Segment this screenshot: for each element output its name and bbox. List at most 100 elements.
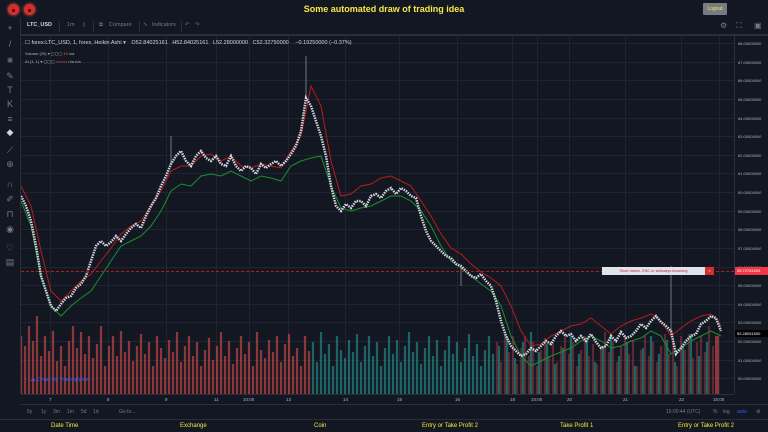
- range-5y[interactable]: 5y: [27, 409, 33, 415]
- favorite-icon[interactable]: ♡: [5, 243, 15, 253]
- pen-lock-icon[interactable]: ✐: [6, 194, 14, 204]
- time-tick: 7: [49, 397, 52, 402]
- watermark-text: Chart by TradingView: [37, 377, 90, 383]
- price-tick: 62.00000000: [738, 153, 762, 158]
- price-tick: 54.00000000: [738, 302, 762, 307]
- price-tick: 55.00000000: [738, 283, 762, 288]
- prediction-icon[interactable]: ≡: [7, 114, 13, 124]
- divider: [59, 21, 60, 32]
- range-3m[interactable]: 3m: [53, 409, 60, 415]
- chart-pane[interactable]: [21, 36, 734, 394]
- magnet-icon[interactable]: ∩: [6, 179, 14, 189]
- window-title-bar: Some automated draw of trading idea Logo…: [0, 0, 768, 18]
- percent-toggle[interactable]: %: [713, 409, 718, 415]
- brush-icon[interactable]: ✎: [6, 71, 14, 81]
- symbol-search[interactable]: LTC_USD: [27, 22, 52, 28]
- volume-legend: Volume (20) ▾ ▢▢▢ 49 n/a: [25, 51, 75, 56]
- time-tick: 10:00: [531, 397, 543, 402]
- signal-close-icon[interactable]: ×: [705, 267, 714, 275]
- back-arrow-icon[interactable]: ◆: [6, 127, 14, 137]
- price-tick: 63.00000000: [738, 134, 762, 139]
- range-1m[interactable]: 1m: [67, 409, 74, 415]
- price-tick: 51.00000000: [738, 358, 762, 363]
- ruler-icon[interactable]: ⟋: [6, 145, 14, 155]
- price-tick: 67.00000000: [738, 60, 762, 65]
- series-legend: ☐ forex:LTC_USD, 1, forex, Heikin Ashi ▾…: [25, 40, 352, 46]
- eye-icon[interactable]: ◉: [6, 224, 14, 234]
- legend-checkbox-icon[interactable]: ☐: [25, 40, 30, 46]
- price-tick: 65.00000000: [738, 97, 762, 102]
- ai-label[interactable]: AI (1, 1): [25, 59, 40, 64]
- time-tick: 14: [343, 397, 349, 402]
- footer-coin: Coin: [314, 423, 327, 429]
- time-tick: 11: [214, 397, 219, 402]
- price-tick: 58.00000000: [738, 227, 762, 232]
- time-tick: 9: [165, 397, 168, 402]
- range-1y[interactable]: 1y: [41, 409, 47, 415]
- zoom-icon[interactable]: ⊕: [6, 159, 14, 169]
- time-tick: 20: [567, 397, 573, 402]
- chart-type-icon[interactable]: ⫾: [83, 22, 85, 28]
- signal-label[interactable]: Short drawn, ENC or sideways incoming: [602, 267, 705, 275]
- volume-value: n/a: [68, 51, 75, 56]
- legend-open: O52.84025161: [131, 40, 168, 46]
- price-tick: 60.00000000: [738, 190, 762, 195]
- close-window-icon[interactable]: [8, 4, 19, 15]
- divider: [181, 21, 182, 32]
- pattern-icon[interactable]: K: [6, 99, 13, 109]
- time-tick: 15: [397, 397, 403, 402]
- range-1d[interactable]: 1d: [93, 409, 99, 415]
- settings-icon[interactable]: ⚙: [720, 21, 728, 30]
- time-tick: 22: [679, 397, 685, 402]
- goto-button[interactable]: Go to...: [119, 409, 136, 415]
- price-tick: 50.00000000: [738, 376, 762, 381]
- log-toggle[interactable]: log: [723, 409, 730, 415]
- time-tick: 10:00: [243, 397, 255, 402]
- time-tick: 8: [107, 397, 110, 402]
- legend-series-name[interactable]: forex:LTC_USD, 1, forex, Heikin Ashi: [31, 40, 122, 46]
- trash-icon[interactable]: ▤: [5, 257, 15, 267]
- drawing-toolbar: + / ⋇ ✎ T K ≡ ◆ ⟋ ⊕ ∩ ✐ ⊓ ◉ ♡ ▤: [0, 18, 21, 394]
- fullscreen-icon[interactable]: ⛶: [736, 21, 742, 30]
- lock-icon[interactable]: ⊓: [6, 209, 14, 219]
- compare-icon: ⧉: [99, 22, 103, 28]
- price-tick: 53.00000000: [738, 320, 762, 325]
- price-axis[interactable]: 68.00000000 67.00000000 66.00000000 65.0…: [734, 36, 768, 394]
- indicators-button[interactable]: Indicators: [152, 22, 176, 28]
- minimize-window-icon[interactable]: [24, 4, 35, 15]
- legend-change: −0.19250000 (−0.37%): [295, 40, 352, 46]
- price-tick: 64.00000000: [738, 116, 762, 121]
- pitchfork-icon[interactable]: ⋇: [6, 55, 14, 65]
- redo-icon[interactable]: ↷: [195, 22, 200, 28]
- undo-icon[interactable]: ↶: [185, 22, 190, 28]
- logout-button[interactable]: Logout: [703, 3, 727, 15]
- chart-toolbar: LTC_USD 1m ⫾ ⧉ Compare ∿ Indicators ↶ ↷ …: [21, 18, 768, 36]
- tradingview-watermark[interactable]: ☁ Chart by TradingView: [30, 377, 90, 383]
- volume-label[interactable]: Volume (20): [25, 51, 47, 56]
- footer-entry-tp2: Entry or Take Profit 2: [422, 423, 478, 429]
- time-tick: 16: [455, 397, 461, 402]
- time-tick: 21: [623, 397, 629, 402]
- auto-toggle[interactable]: auto: [737, 409, 747, 415]
- interval-selector[interactable]: 1m: [67, 22, 75, 28]
- signal-price-line: [21, 271, 734, 272]
- time-axis[interactable]: 7 8 9 11 10:00 13 14 15 16 18 10:00 20 2…: [21, 394, 734, 404]
- price-tick: 66.00000000: [738, 78, 762, 83]
- camera-icon[interactable]: ▣: [754, 21, 762, 30]
- footer-entry-tp2-b: Entry or Take Profit 2: [678, 423, 734, 429]
- price-tick: 57.00000000: [738, 246, 762, 251]
- utc-clock[interactable]: 15:00:44 (UTC): [666, 409, 701, 415]
- text-icon[interactable]: T: [7, 85, 13, 95]
- compare-button[interactable]: Compare: [109, 22, 132, 28]
- range-5d[interactable]: 5d: [81, 409, 87, 415]
- indicators-icon: ∿: [143, 22, 148, 28]
- legend-high: H52.84025161: [172, 40, 209, 46]
- axis-settings-icon[interactable]: ⚙: [756, 409, 761, 415]
- trendline-icon[interactable]: /: [8, 39, 12, 49]
- footer-columns: Date Time Exchange Coin Entry or Take Pr…: [0, 419, 768, 432]
- cloud-icon: ☁: [30, 377, 36, 383]
- crosshair-icon[interactable]: +: [7, 23, 13, 33]
- footer-take-profit-1: Take Profit 1: [560, 423, 594, 429]
- legend-low: L52.28000000: [212, 40, 249, 46]
- page-title: Some automated draw of trading idea: [303, 4, 465, 14]
